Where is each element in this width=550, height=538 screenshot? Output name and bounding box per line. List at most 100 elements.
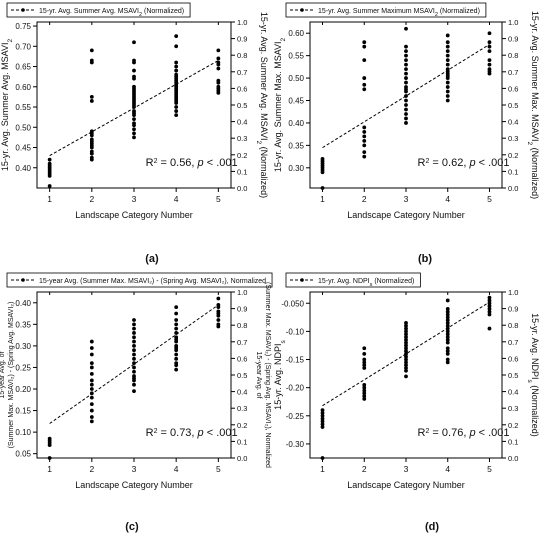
data-point xyxy=(362,366,367,370)
stat-value: = 0.62, xyxy=(429,157,469,169)
data-point xyxy=(132,68,136,73)
chart-panel-c: 1 2 3 4 5 0.05 0.10 0.15 0.20 0.25 0.30 0.35 0.40 0.0… xyxy=(0,272,273,533)
y2-axis-label-tail: (Normalized) xyxy=(530,145,540,199)
data-point xyxy=(89,99,94,103)
stat-tail: < .001 xyxy=(204,427,238,439)
stat-r: R xyxy=(146,427,154,439)
data-point xyxy=(89,346,94,350)
y2-tick-label: 0.8 xyxy=(237,51,247,60)
data-point xyxy=(362,154,367,159)
y2-axis-label-subscript: 2 xyxy=(256,140,263,144)
data-point xyxy=(89,402,94,407)
data-point xyxy=(89,137,94,142)
y2-tick-label: 0.7 xyxy=(508,68,518,77)
y2-tick-label: 0.1 xyxy=(237,167,247,176)
data-point xyxy=(89,387,94,391)
data-point xyxy=(89,372,94,376)
data-point xyxy=(404,107,408,112)
legend-box xyxy=(285,2,487,18)
data-point xyxy=(89,361,94,366)
data-point xyxy=(174,352,179,357)
data-point xyxy=(404,103,408,107)
x-tick-label: 1 xyxy=(47,464,52,474)
data-point xyxy=(404,62,408,67)
data-point xyxy=(89,419,94,424)
data-point xyxy=(445,309,450,314)
data-point xyxy=(320,425,325,429)
x-tick-label: 5 xyxy=(487,194,492,204)
stat-p: p xyxy=(197,427,204,439)
data-point xyxy=(445,40,450,45)
data-point xyxy=(89,155,94,160)
legend-marker-swatch xyxy=(300,8,304,12)
y-tick-label: -0.30 xyxy=(286,440,305,449)
y2-tick-label: 0.1 xyxy=(237,437,247,446)
data-point xyxy=(320,456,325,460)
data-point xyxy=(89,365,94,370)
stat-annotation: R2 = 0.76, p < .001 xyxy=(418,427,510,439)
data-point xyxy=(89,395,94,400)
data-point xyxy=(362,357,367,362)
data-point xyxy=(445,89,450,94)
data-point xyxy=(404,332,408,337)
legend-text: 15-year Avg. (Summer Max. MSAVI₂) - (Spr… xyxy=(39,278,266,285)
data-point xyxy=(445,33,450,38)
stat-tail: < .001 xyxy=(476,427,510,439)
data-point xyxy=(216,296,221,301)
y2-axis-label-subscript: 2 xyxy=(527,142,534,146)
data-point xyxy=(132,58,136,63)
data-point xyxy=(404,346,408,351)
stat-superscript: 2 xyxy=(154,428,158,435)
data-point xyxy=(445,298,450,303)
data-point xyxy=(132,352,136,357)
data-point xyxy=(320,408,325,413)
data-point xyxy=(216,84,221,89)
data-point xyxy=(487,40,492,45)
panel-label: (a) xyxy=(145,253,159,265)
chart-panel-d: 1 2 3 4 5 -0.30 -0.25 -0.20 -0.15 -0.10 -0.050 0.0 0… xyxy=(273,272,540,533)
y2-tick-label: 0.0 xyxy=(237,184,247,193)
data-point xyxy=(132,326,136,331)
legend-subscript: 2 xyxy=(435,12,438,18)
data-point xyxy=(404,76,408,80)
data-point xyxy=(216,60,221,65)
y-axis-label-text: 15-yr. Avg. Summer Max. MSAVI xyxy=(273,41,283,172)
data-point xyxy=(132,131,136,136)
data-point xyxy=(404,53,408,58)
y2-tick-label: 1.0 xyxy=(508,18,518,27)
data-point xyxy=(487,58,492,63)
stat-superscript: 2 xyxy=(425,428,429,435)
data-point xyxy=(362,391,367,396)
stat-value: = 0.76, xyxy=(429,427,469,439)
data-point xyxy=(216,78,221,83)
data-point xyxy=(174,34,179,39)
data-point xyxy=(362,150,367,155)
data-point xyxy=(132,74,136,79)
y2-tick-label: 0.5 xyxy=(508,371,518,380)
y2-tick-label: 0.8 xyxy=(237,321,247,330)
y2-tick-label: 0.5 xyxy=(237,371,247,380)
y-tick-label: 0.05 xyxy=(15,450,31,459)
data-point xyxy=(174,326,179,331)
data-point xyxy=(362,134,367,139)
data-point xyxy=(174,361,179,366)
y2-tick-label: 0.2 xyxy=(237,421,247,430)
y-tick-label: 0.10 xyxy=(15,428,31,437)
y2-tick-label: 0.6 xyxy=(508,84,518,93)
data-point xyxy=(362,58,367,63)
y2-axis-label-subscript: s xyxy=(527,380,534,384)
y2-tick-label: 0.4 xyxy=(508,118,518,127)
data-point xyxy=(132,40,136,45)
data-point xyxy=(404,49,408,54)
y-axis-label-subscript: 2 xyxy=(280,37,287,41)
y2-tick-label: 1.0 xyxy=(237,18,247,27)
data-point xyxy=(445,321,450,325)
data-point xyxy=(445,346,450,351)
x-tick-label: 5 xyxy=(487,464,492,474)
y2-axis-label: 15-yr. Avg. Summer Max. MSAVI2 (Normaliz… xyxy=(527,11,541,199)
data-point xyxy=(89,95,94,99)
y2-tick-label: 0.0 xyxy=(237,454,247,463)
data-point xyxy=(362,82,367,87)
x-tick-label: 3 xyxy=(132,194,137,204)
data-point xyxy=(89,415,94,419)
